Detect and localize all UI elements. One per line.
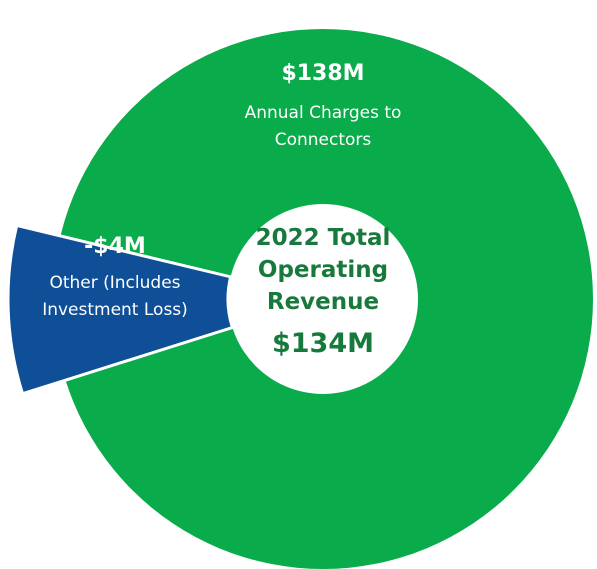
- donut-hole: [228, 204, 418, 394]
- category-label: Other (Includes Investment Loss): [42, 273, 188, 320]
- center-total: $134M: [271, 328, 374, 359]
- value-label: -$4M: [84, 234, 146, 259]
- value-label: $138M: [281, 61, 365, 86]
- category-label: Annual Charges to Connectors: [244, 103, 402, 150]
- center-title: 2022 Total Operating Revenue: [255, 225, 391, 315]
